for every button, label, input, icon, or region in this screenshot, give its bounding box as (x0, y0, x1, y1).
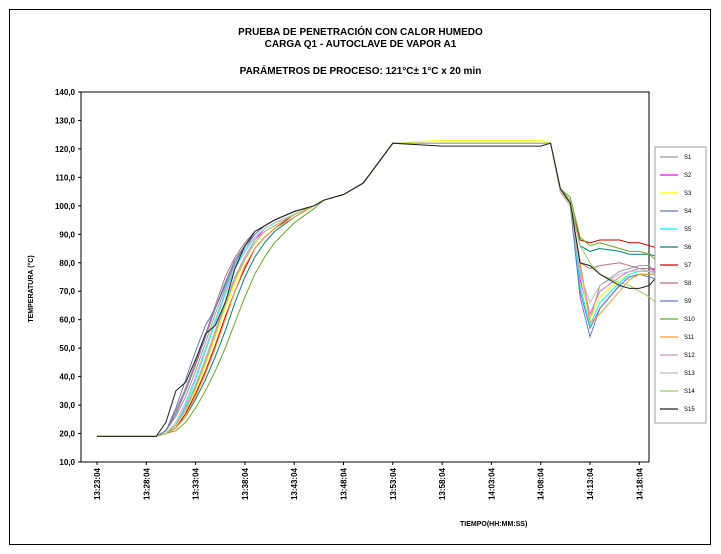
x-tick-label: 13:43:04 (290, 467, 299, 500)
series-lines (97, 139, 660, 437)
chart-title: PRUEBA DE PENETRACIÓN CON CALOR HUMEDO (238, 27, 483, 38)
y-tick-label: 50,0 (59, 344, 75, 353)
legend-label-s10: S10 (684, 317, 695, 323)
x-tick-label: 14:03:04 (487, 467, 496, 500)
y-tick-label: 100,0 (55, 202, 76, 211)
y-tick-label: 10,0 (59, 458, 75, 467)
legend-label-s8: S8 (684, 281, 692, 287)
x-tick-label: 13:33:04 (192, 467, 201, 500)
x-tick-label: 14:08:04 (537, 467, 546, 500)
x-tick-label: 14:18:04 (635, 467, 644, 500)
legend-label-s1: S1 (684, 155, 692, 161)
legend (654, 146, 707, 424)
x-axis-label: TIEMPO(HH:MM:SS) (460, 521, 527, 528)
y-axis-label: TEMPERATURA (°C) (27, 255, 35, 322)
legend-label-s14: S14 (684, 389, 695, 395)
y-tick-label: 70,0 (59, 287, 75, 296)
x-axis: 13:23:04 13:28:04 13:33:04 13:38:04 13:43:04… (93, 462, 644, 500)
y-tick-label: 130,0 (55, 116, 76, 125)
series-line-s15 (97, 142, 660, 437)
x-tick-label: 13:23:04 (93, 467, 102, 500)
legend-label-s13: S13 (684, 371, 695, 377)
x-tick-label: 13:53:04 (389, 467, 398, 500)
y-tick-label: 40,0 (59, 373, 75, 382)
series-line-s10 (97, 142, 660, 437)
y-tick-label: 80,0 (59, 259, 75, 268)
legend-label-s5: S5 (684, 227, 692, 233)
x-tick-label: 13:38:04 (241, 467, 250, 500)
y-axis: 10,0 20,0 30,0 40,0 50,0 60,0 70,0 80,0 90,0 100,… (55, 88, 81, 467)
legend-label-s11: S11 (684, 335, 695, 341)
series-line-s9 (97, 142, 660, 437)
y-tick-label: 140,0 (55, 88, 76, 97)
legend-label-s2: S2 (684, 173, 692, 179)
legend-label-s4: S4 (684, 209, 692, 215)
legend-label-s3: S3 (684, 191, 692, 197)
y-tick-label: 110,0 (55, 173, 75, 182)
legend-label-s9: S9 (684, 299, 692, 305)
legend-label-s15: S15 (684, 407, 695, 413)
y-tick-label: 60,0 (59, 316, 75, 325)
x-tick-label: 13:28:04 (142, 467, 151, 500)
y-tick-label: 20,0 (59, 430, 75, 439)
legend-label-s12: S12 (684, 353, 695, 359)
legend-label-s6: S6 (684, 245, 692, 251)
chart-subtitle: CARGA Q1 - AUTOCLAVE DE VAPOR A1 (264, 39, 457, 50)
plot-area (80, 91, 650, 463)
y-tick-label: 90,0 (59, 230, 75, 239)
x-tick-label: 14:13:04 (586, 467, 595, 500)
y-tick-label: 120,0 (55, 145, 76, 154)
x-tick-label: 13:48:04 (340, 467, 349, 500)
legend-label-s7: S7 (684, 263, 692, 269)
legend-items: S1 S2 S3 S4 S5 S6 S7 S8 S9 S10 S11 S12 S13 S14 S15 (660, 155, 695, 413)
x-tick-label: 13:58:04 (438, 467, 447, 500)
chart-parameters: PARÁMETROS DE PROCESO: 121°C± 1°C x 20 m… (239, 66, 482, 77)
y-tick-label: 30,0 (59, 401, 75, 410)
chart-frame (9, 9, 711, 545)
